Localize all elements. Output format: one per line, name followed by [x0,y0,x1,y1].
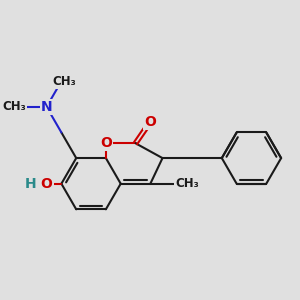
Text: CH₃: CH₃ [175,177,199,190]
Text: N: N [41,100,52,114]
Text: CH₃: CH₃ [2,100,26,113]
Text: O: O [144,115,156,129]
Text: CH₃: CH₃ [52,75,76,88]
Text: O: O [40,177,52,191]
Text: H: H [25,177,36,191]
Text: O: O [100,136,112,150]
